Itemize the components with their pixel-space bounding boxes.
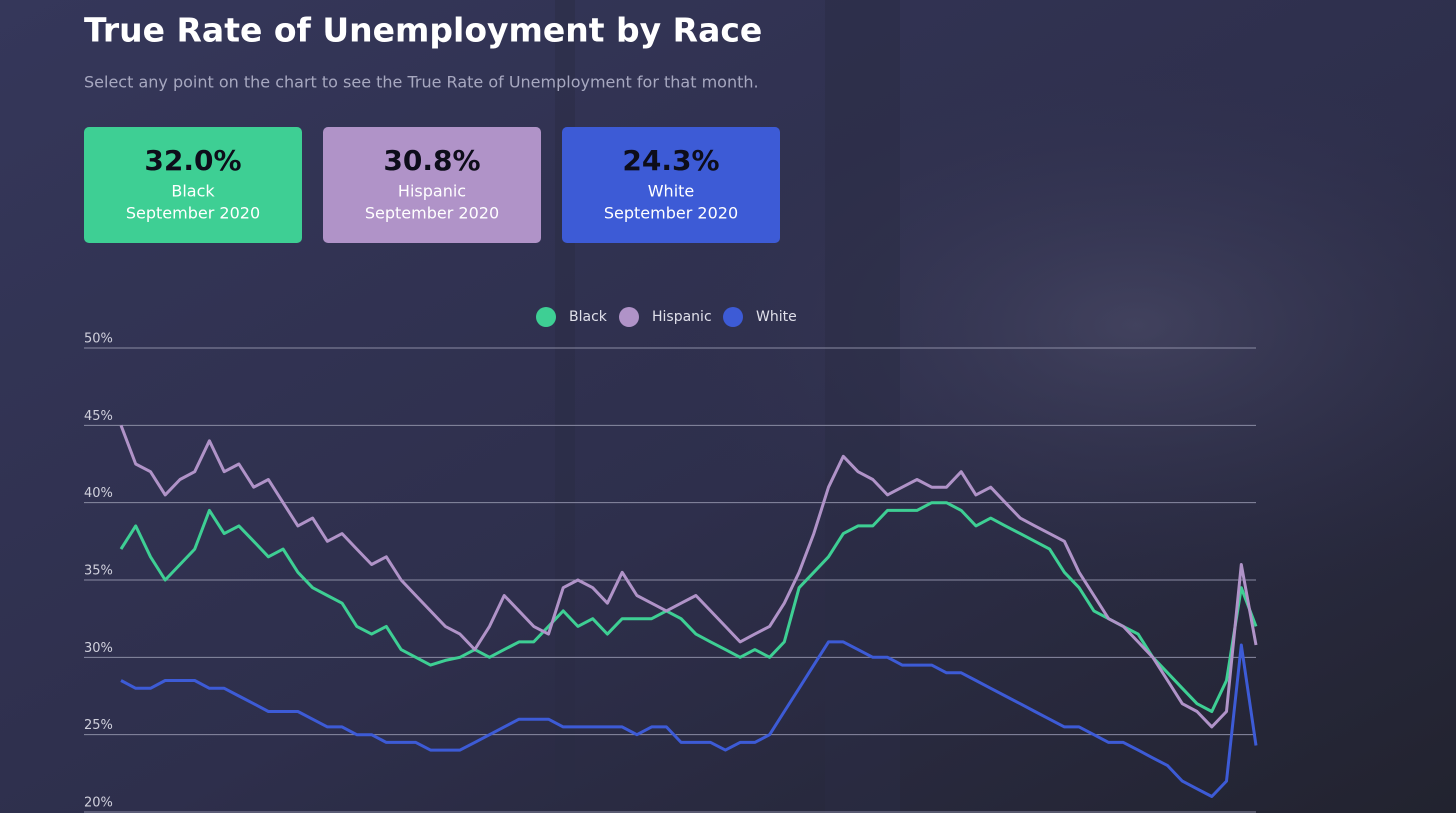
chart-title: True Rate of Unemployment by Race (84, 11, 762, 50)
stat-value: 24.3% (622, 144, 719, 177)
legend-label: Hispanic (652, 309, 712, 325)
chart-subtitle: Select any point on the chart to see the… (84, 73, 759, 92)
plot: 20% 25% 30% 35% 40% 45% 50% (84, 332, 1258, 813)
y-tick-label: 50% (84, 332, 113, 347)
legend: Black Hispanic White (536, 307, 797, 327)
legend-label: Black (569, 309, 608, 325)
stat-value: 32.0% (144, 144, 241, 177)
stat-date: September 2020 (604, 204, 738, 223)
y-tick-label: 35% (84, 564, 113, 579)
stat-date: September 2020 (126, 204, 260, 223)
legend-swatch (536, 307, 556, 327)
stat-date: September 2020 (365, 204, 499, 223)
background-photo (555, 0, 575, 813)
stat-name: White (648, 182, 695, 201)
legend-swatch (723, 307, 743, 327)
stat-name: Black (171, 182, 215, 201)
series-line (119, 501, 1258, 713)
series-line (119, 424, 1258, 729)
background-photo (825, 0, 900, 813)
legend-label: White (756, 309, 797, 325)
y-tick-label: 25% (84, 718, 113, 733)
stat-card (562, 127, 780, 243)
legend-swatch (619, 307, 639, 327)
stat-name: Hispanic (398, 182, 466, 201)
y-tick-label: 45% (84, 409, 113, 424)
y-tick-label: 30% (84, 641, 113, 656)
y-tick-label: 40% (84, 486, 113, 501)
stat-card (84, 127, 302, 243)
series-line (120, 640, 1258, 798)
stat-card (323, 127, 541, 243)
cards: 32.0% Black September 2020 30.8% Hispanic Sep… (84, 127, 780, 243)
stat-value: 30.8% (383, 144, 480, 177)
y-tick-label: 20% (84, 796, 113, 811)
